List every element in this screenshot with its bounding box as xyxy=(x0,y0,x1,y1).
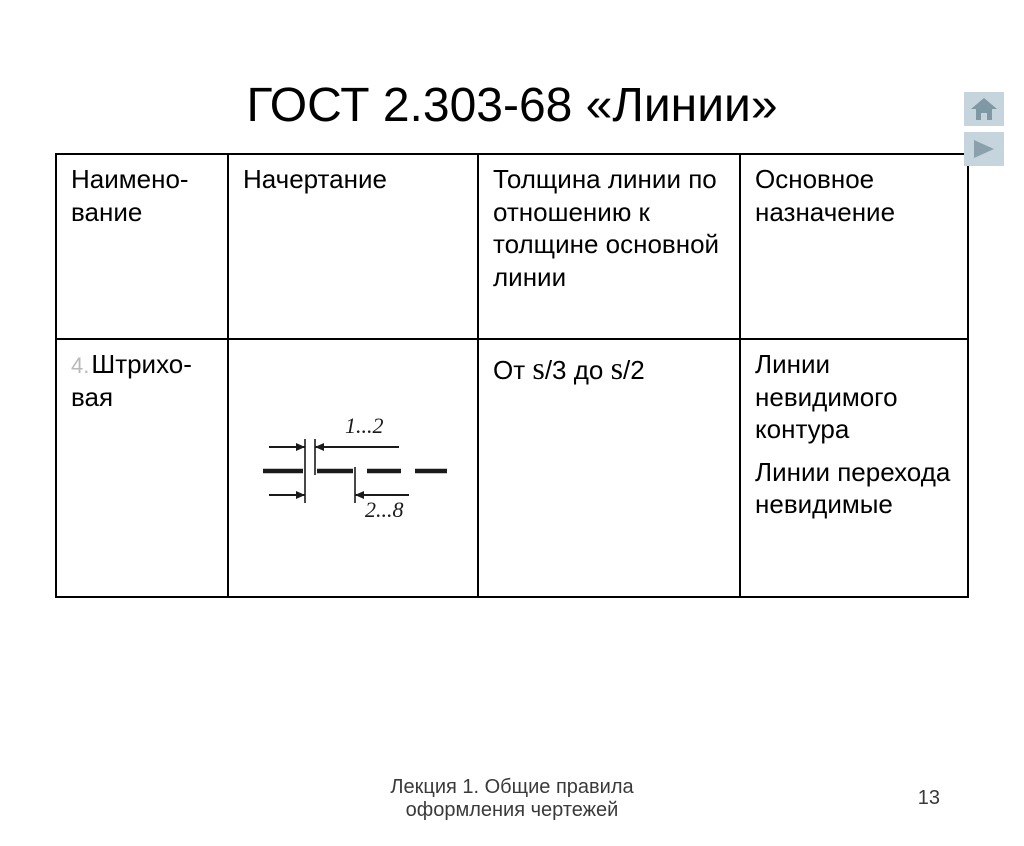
slide-title: ГОСТ 2.303-68 «Линии» xyxy=(0,78,1024,133)
cell-diagram: 1...2 xyxy=(228,339,478,597)
next-icon xyxy=(972,138,996,160)
row-number: 4. xyxy=(71,353,89,378)
table-row: 4.Штрихо-вая 1...2 xyxy=(56,339,968,597)
line-name: Штрихо-вая xyxy=(71,349,192,412)
cell-usage: Линии невидимого контура Линии перехода … xyxy=(740,339,968,597)
footer-line-2: оформления чертежей xyxy=(0,799,1024,822)
col-header-thickness: Толщина линии по отношению к толщине осн… xyxy=(478,154,740,339)
home-button[interactable] xyxy=(964,92,1004,126)
col-header-style: Начертание xyxy=(228,154,478,339)
table-header-row: Наимено-вание Начертание Толщина линии п… xyxy=(56,154,968,339)
usage-line-2: Линии перехода невидимые xyxy=(755,456,955,521)
col-header-name: Наимено-вание xyxy=(56,154,228,339)
cell-name: 4.Штрихо-вая xyxy=(56,339,228,597)
next-button[interactable] xyxy=(964,132,1004,166)
footer-line-1: Лекция 1. Общие правила xyxy=(0,776,1024,799)
col-header-usage: Основное назначение xyxy=(740,154,968,339)
page-number: 13 xyxy=(918,787,940,810)
cell-thickness: От s/3 до s/2 xyxy=(478,339,740,597)
footer: Лекция 1. Общие правила оформления черте… xyxy=(0,776,1024,822)
usage-line-1: Линии невидимого контура xyxy=(755,348,955,446)
slide: ГОСТ 2.303-68 «Линии» Наимено-вание Наче… xyxy=(0,78,1024,846)
lines-table: Наимено-вание Начертание Толщина линии п… xyxy=(55,153,969,598)
thk-s1: s xyxy=(532,350,544,386)
home-icon xyxy=(971,98,997,120)
thk-mid2: /2 xyxy=(623,355,645,385)
thk-prefix: От xyxy=(493,355,532,385)
thk-s2: s xyxy=(611,350,623,386)
dim-label-top: 1...2 xyxy=(345,413,384,438)
dim-label-bottom: 2...8 xyxy=(365,497,404,522)
dash-diagram: 1...2 xyxy=(249,403,459,533)
thk-mid1: /3 до xyxy=(545,355,611,385)
nav-controls xyxy=(964,92,1004,166)
